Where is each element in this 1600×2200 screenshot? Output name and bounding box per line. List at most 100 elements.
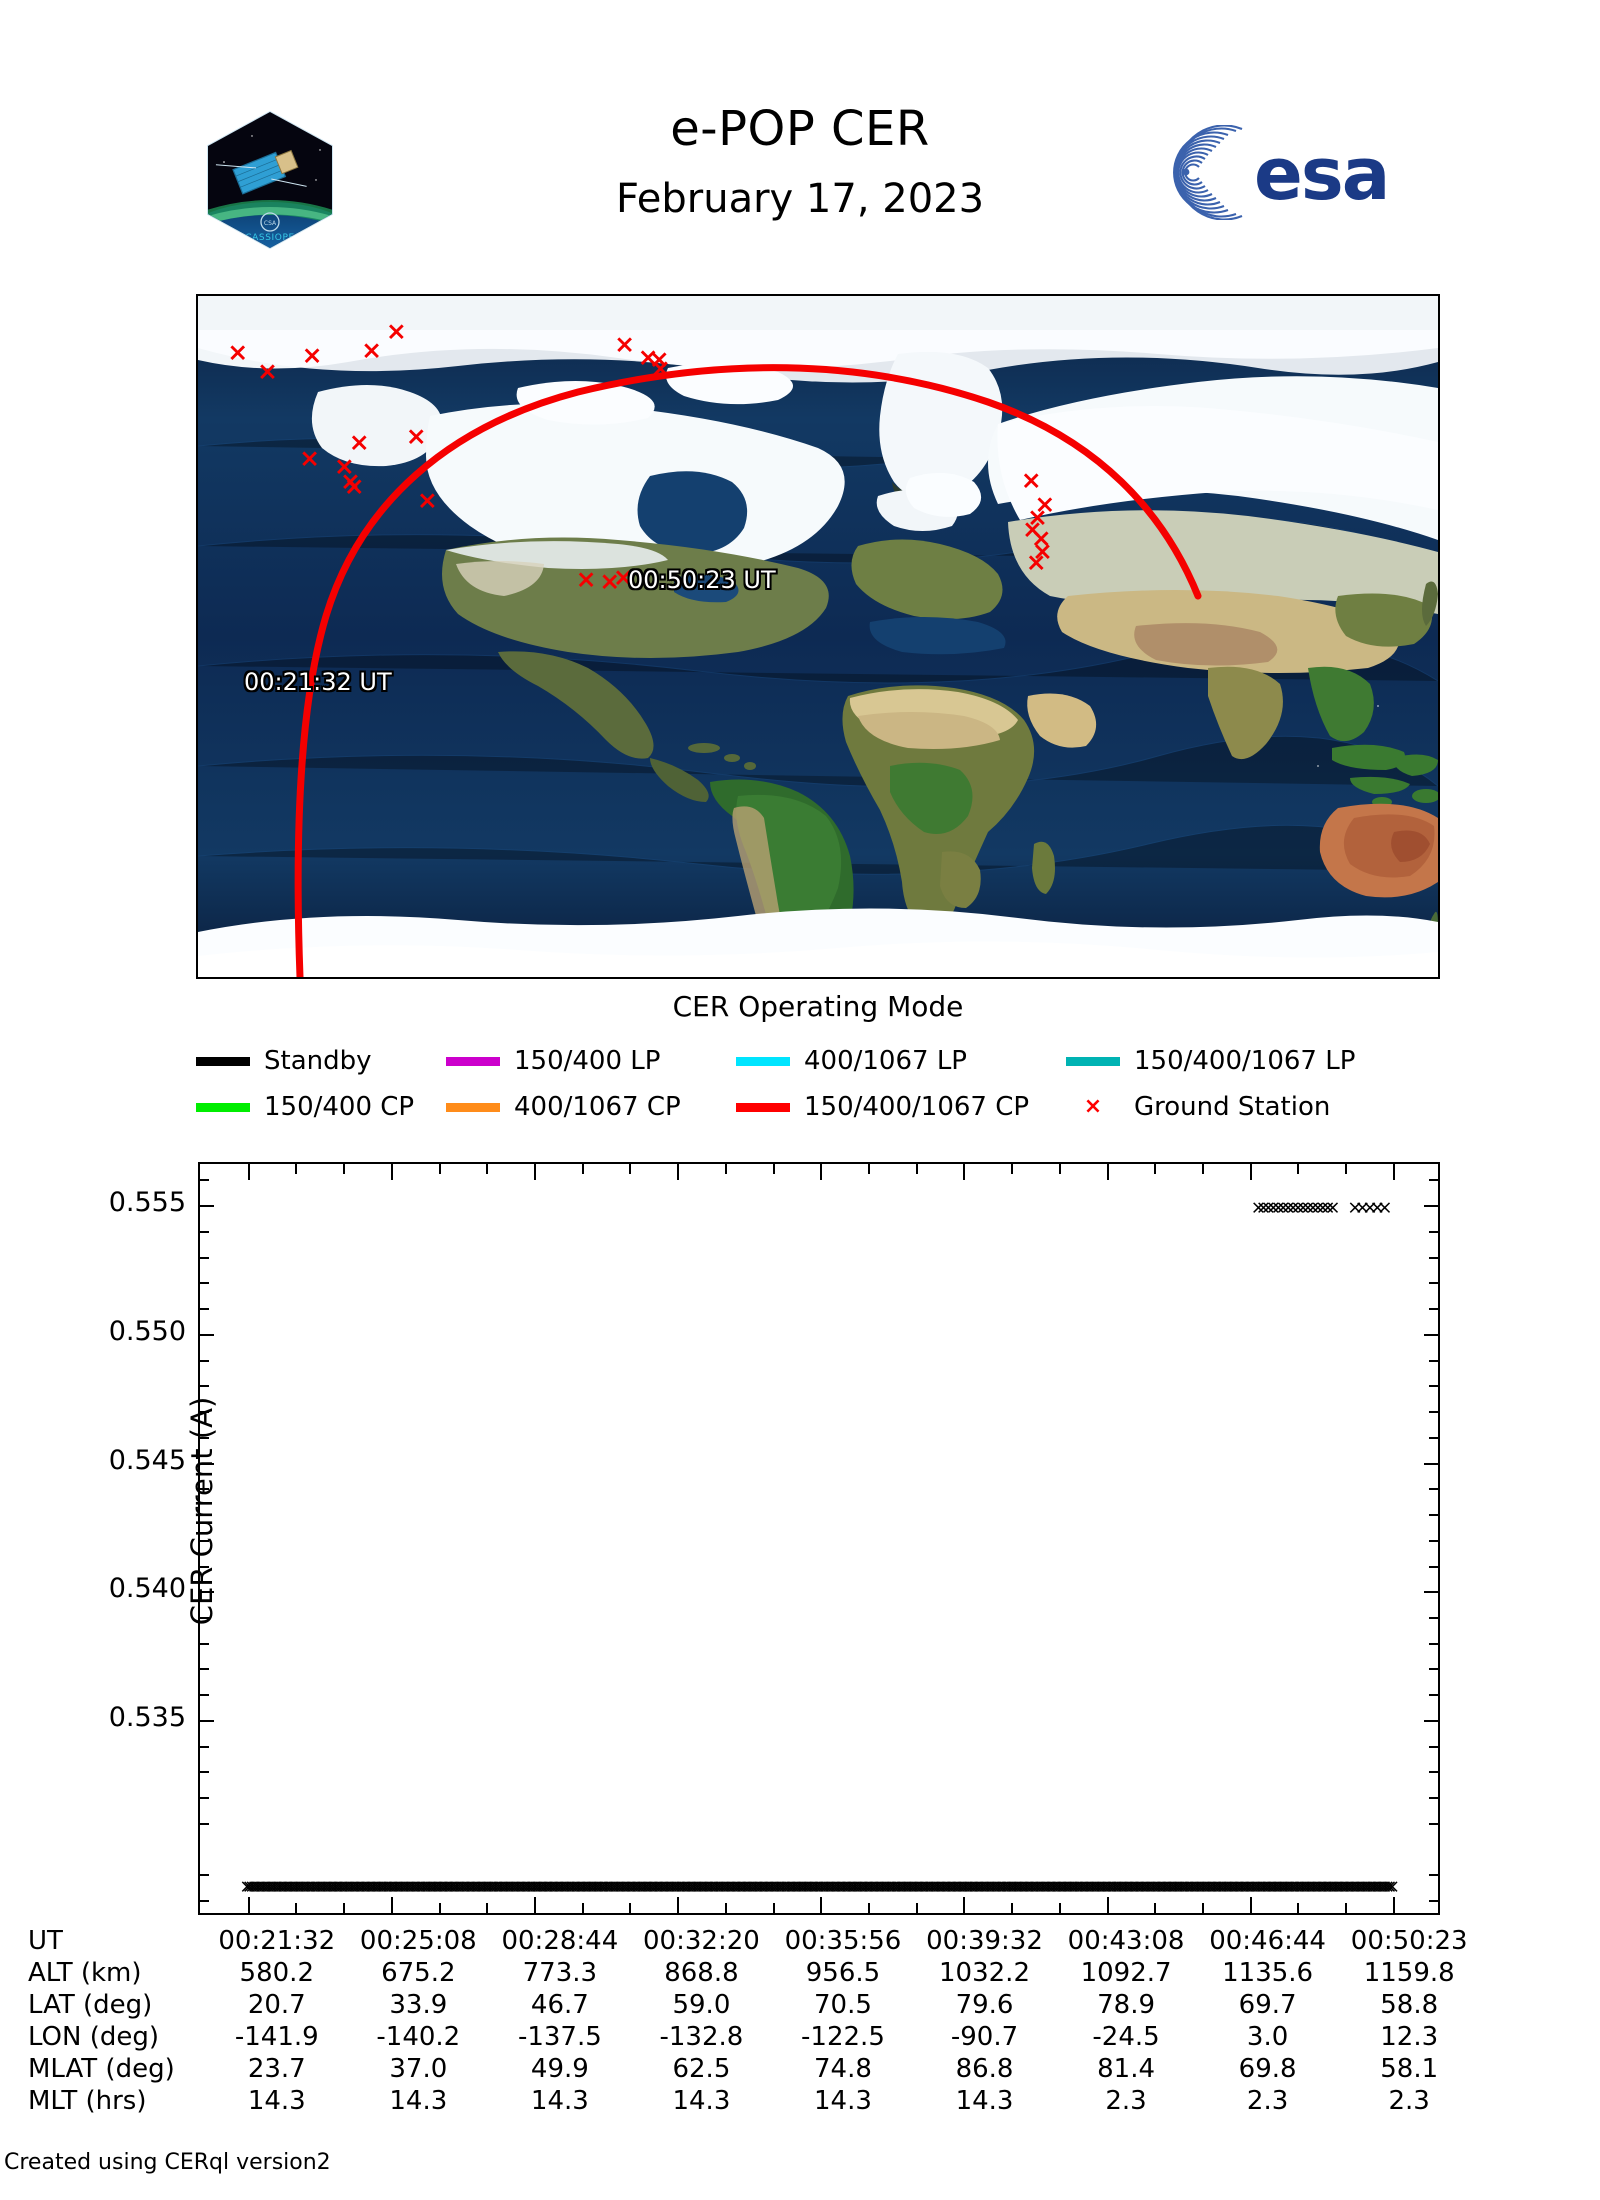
xtick-minor-bottom [343, 1903, 346, 1913]
data-point-marker: × [673, 1875, 690, 1898]
data-point-marker: × [720, 1875, 737, 1898]
data-point-marker: × [1013, 1875, 1030, 1898]
data-point-marker: × [319, 1875, 336, 1898]
data-point-marker: × [397, 1875, 414, 1898]
data-point-marker: × [859, 1875, 876, 1898]
data-point-marker: × [744, 1875, 761, 1898]
data-point-marker: × [627, 1875, 644, 1898]
data-point-marker: × [922, 1875, 939, 1898]
data-point-marker: × [1184, 1875, 1200, 1898]
data-point-marker: × [798, 1875, 815, 1898]
title-block: e-POP CER February 17, 2023 [400, 100, 1200, 226]
data-point-marker: × [956, 1875, 973, 1898]
data-point-marker: × [1232, 1875, 1249, 1898]
legend-item-400-1067-cp[interactable]: 400/1067 CP [446, 1092, 736, 1122]
data-point-marker: × [405, 1875, 422, 1898]
legend-item-400-1067-lp[interactable]: 400/1067 LP [736, 1046, 1066, 1076]
data-point-marker: × [795, 1875, 812, 1898]
data-point-marker: × [1286, 1875, 1303, 1898]
ytick-major-left [200, 1333, 214, 1336]
data-point-marker: × [1308, 1875, 1325, 1898]
data-point-marker: × [1020, 1875, 1037, 1898]
legend-item-150-400-1067-lp[interactable]: 150/400/1067 LP [1066, 1046, 1355, 1076]
legend-item-150-400-cp[interactable]: 150/400 CP [196, 1092, 446, 1122]
cassiope-mission-patch-logo: CSA CASSIOPE [200, 110, 340, 250]
data-point-marker: × [1259, 1875, 1276, 1898]
data-point-marker: × [297, 1875, 314, 1898]
data-point-marker: × [641, 1875, 658, 1898]
data-point-marker: × [1280, 1196, 1297, 1219]
data-point-marker: × [295, 1875, 312, 1898]
data-point-marker: × [493, 1875, 509, 1898]
data-point-marker: × [971, 1875, 988, 1898]
ytick-minor-right [1429, 1539, 1438, 1542]
y-axis-tick-label: 0.545 [108, 1444, 186, 1476]
data-point-marker: × [1328, 1875, 1344, 1898]
data-point-marker: × [688, 1875, 705, 1898]
esa-logo-svg: esa [1173, 124, 1390, 221]
legend-item-standby[interactable]: Standby [196, 1046, 446, 1076]
data-point-marker: × [900, 1875, 917, 1898]
table-cell: 00:28:44 [501, 1926, 619, 1956]
legend-title: CER Operating Mode [672, 990, 964, 1023]
data-point-marker: × [1147, 1875, 1164, 1898]
data-point-marker: × [981, 1875, 998, 1898]
data-point-marker: × [1149, 1875, 1166, 1898]
ytick-minor-left [200, 1411, 209, 1414]
ytick-major-left [200, 1462, 214, 1465]
data-point-marker: × [934, 1875, 951, 1898]
data-point-marker: × [685, 1875, 702, 1898]
table-cell: 1092.7 [1080, 1958, 1172, 1988]
data-point-marker: × [549, 1875, 566, 1898]
table-cell: 62.5 [672, 2054, 731, 2084]
data-point-marker: × [1247, 1875, 1264, 1898]
data-point-marker: × [326, 1875, 343, 1898]
data-point-marker: × [954, 1875, 971, 1898]
world-map-panel: × × × × × × × × × × × × × × × × × × × × × × × × × × 00:21:32 UT 0… [196, 294, 1440, 979]
data-point-marker: × [783, 1875, 800, 1898]
xtick-major-bottom [1106, 1897, 1109, 1913]
cassiope-logo-wordmark: CASSIOPE [245, 233, 295, 243]
ground-station-marker: × [1022, 514, 1043, 544]
legend-item-150-400-1067-cp[interactable]: 150/400/1067 CP [736, 1092, 1066, 1122]
data-point-marker: × [729, 1875, 746, 1898]
data-point-marker: × [495, 1875, 512, 1898]
data-point-marker: × [756, 1875, 773, 1898]
data-point-marker: × [1142, 1875, 1159, 1898]
data-point-marker: × [593, 1875, 610, 1898]
data-point-marker: × [1100, 1875, 1117, 1898]
data-point-marker: × [375, 1875, 392, 1898]
xtick-minor-bottom [915, 1903, 918, 1913]
ytick-minor-right [1429, 1488, 1438, 1491]
legend-swatch-150-400-1067-cp [736, 1102, 790, 1112]
table-row-label: LAT (deg) [28, 1990, 153, 2020]
ytick-minor-left [200, 1745, 209, 1748]
ground-station-marker: × [1026, 502, 1048, 532]
data-point-marker: × [610, 1875, 627, 1898]
data-point-marker: × [1381, 1875, 1398, 1898]
ytick-major-right [1424, 1205, 1438, 1208]
data-point-marker: × [898, 1875, 915, 1898]
table-cell: 49.9 [530, 2054, 589, 2084]
data-point-marker: × [500, 1875, 517, 1898]
legend-item-ground-station[interactable]: × Ground Station [1066, 1092, 1331, 1122]
table-row-label: MLT (hrs) [28, 2086, 147, 2116]
data-point-marker: × [991, 1875, 1008, 1898]
data-point-marker: × [947, 1875, 964, 1898]
y-axis-tick-label: 0.535 [108, 1701, 186, 1733]
data-point-marker: × [1047, 1875, 1064, 1898]
data-point-marker: × [402, 1875, 419, 1898]
xtick-major-bottom [820, 1897, 823, 1913]
xtick-major-top [963, 1164, 966, 1180]
data-point-marker: × [978, 1875, 995, 1898]
table-cell: 81.4 [1097, 2054, 1155, 2084]
data-point-marker: × [607, 1875, 624, 1898]
data-point-marker: × [1359, 1875, 1376, 1898]
legend-item-150-400-lp[interactable]: 150/400 LP [446, 1046, 736, 1076]
table-row: MLAT (deg) 23.7 37.0 49.9 62.5 74.8 86.8 81.4 69… [0, 2053, 1480, 2085]
data-point-marker: × [817, 1875, 834, 1898]
data-point-marker: × [1298, 1875, 1315, 1898]
data-point-marker: × [417, 1875, 434, 1898]
data-point-marker: × [749, 1875, 766, 1898]
data-point-marker: × [1271, 1875, 1288, 1898]
